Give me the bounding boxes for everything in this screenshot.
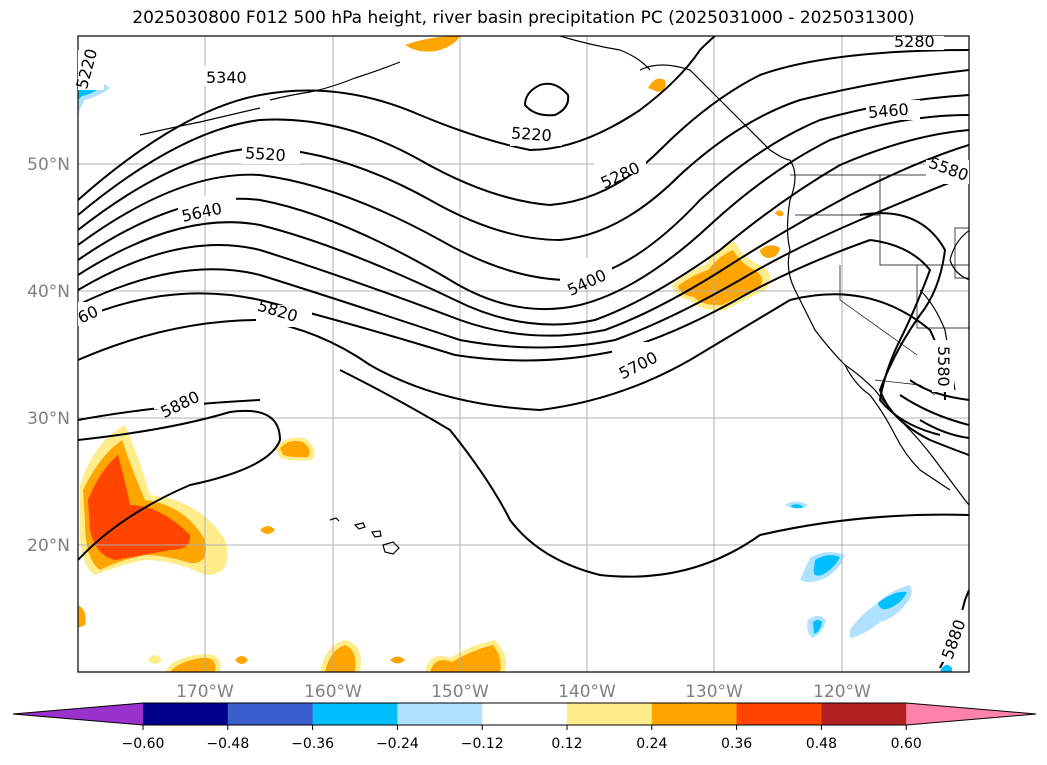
contour-label: 5580 — [934, 346, 953, 387]
lat-label: 20°N — [27, 536, 70, 556]
graticule — [78, 36, 969, 672]
colorbar-segment — [567, 703, 653, 725]
colorbar-segment — [651, 703, 738, 725]
map-title: 2025030800 F012 500 hPa height, river ba… — [132, 8, 915, 28]
contour-label: 5280 — [894, 32, 935, 51]
colorbar-segment — [143, 703, 229, 725]
longitude-labels: 170°W 160°W 150°W 140°W 130°W 120°W — [176, 682, 871, 702]
latitude-labels: 50°N 40°N 30°N 20°N — [27, 155, 70, 556]
colorbar-tick-label: 0.12 — [551, 736, 582, 752]
colorbar-tick-label: −0.48 — [206, 736, 249, 752]
colorbar-segment — [227, 703, 314, 725]
colorbar-extend-low — [13, 703, 143, 725]
colorbar-segment — [312, 703, 398, 725]
lon-label: 120°W — [813, 682, 871, 702]
lon-label: 170°W — [176, 682, 234, 702]
coastlines — [139, 36, 969, 555]
colorbar-extend-high — [906, 703, 1037, 725]
lat-label: 30°N — [27, 409, 70, 429]
colorbar-segment — [736, 703, 822, 725]
lon-label: 130°W — [685, 682, 743, 702]
contour-label: 5520 — [244, 143, 286, 165]
lon-label: 140°W — [558, 682, 616, 702]
contour-label: 5340 — [206, 68, 247, 87]
lat-label: 50°N — [27, 155, 70, 175]
contour-label: 5220 — [510, 123, 552, 145]
lat-label: 40°N — [27, 282, 70, 302]
colorbar-tick-label: 0.48 — [806, 736, 837, 752]
colorbar-segment — [397, 703, 483, 725]
colorbar: −0.60 −0.48 −0.36 −0.24 −0.12 0.12 0.24 0.36 0.4… — [12, 702, 1037, 752]
plot-area — [78, 36, 969, 672]
colorbar-tick-label: 0.36 — [721, 736, 752, 752]
colorbar-tick-label: −0.36 — [291, 736, 334, 752]
colorbar-segment — [821, 703, 907, 725]
colorbar-tick-label: −0.24 — [376, 736, 419, 752]
precip-positive-regions — [78, 36, 784, 672]
colorbar-tick-label: 0.60 — [891, 736, 922, 752]
contour-label: 5460 — [867, 100, 909, 122]
plot-frame — [77, 35, 970, 673]
colorbar-tick-label: −0.60 — [122, 736, 165, 752]
lon-label: 160°W — [304, 682, 362, 702]
colorbar-tick-label: 0.24 — [636, 736, 667, 752]
colorbar-tick-label: −0.12 — [461, 736, 504, 752]
colorbar-segment — [482, 703, 568, 725]
lon-label: 150°W — [431, 682, 489, 702]
